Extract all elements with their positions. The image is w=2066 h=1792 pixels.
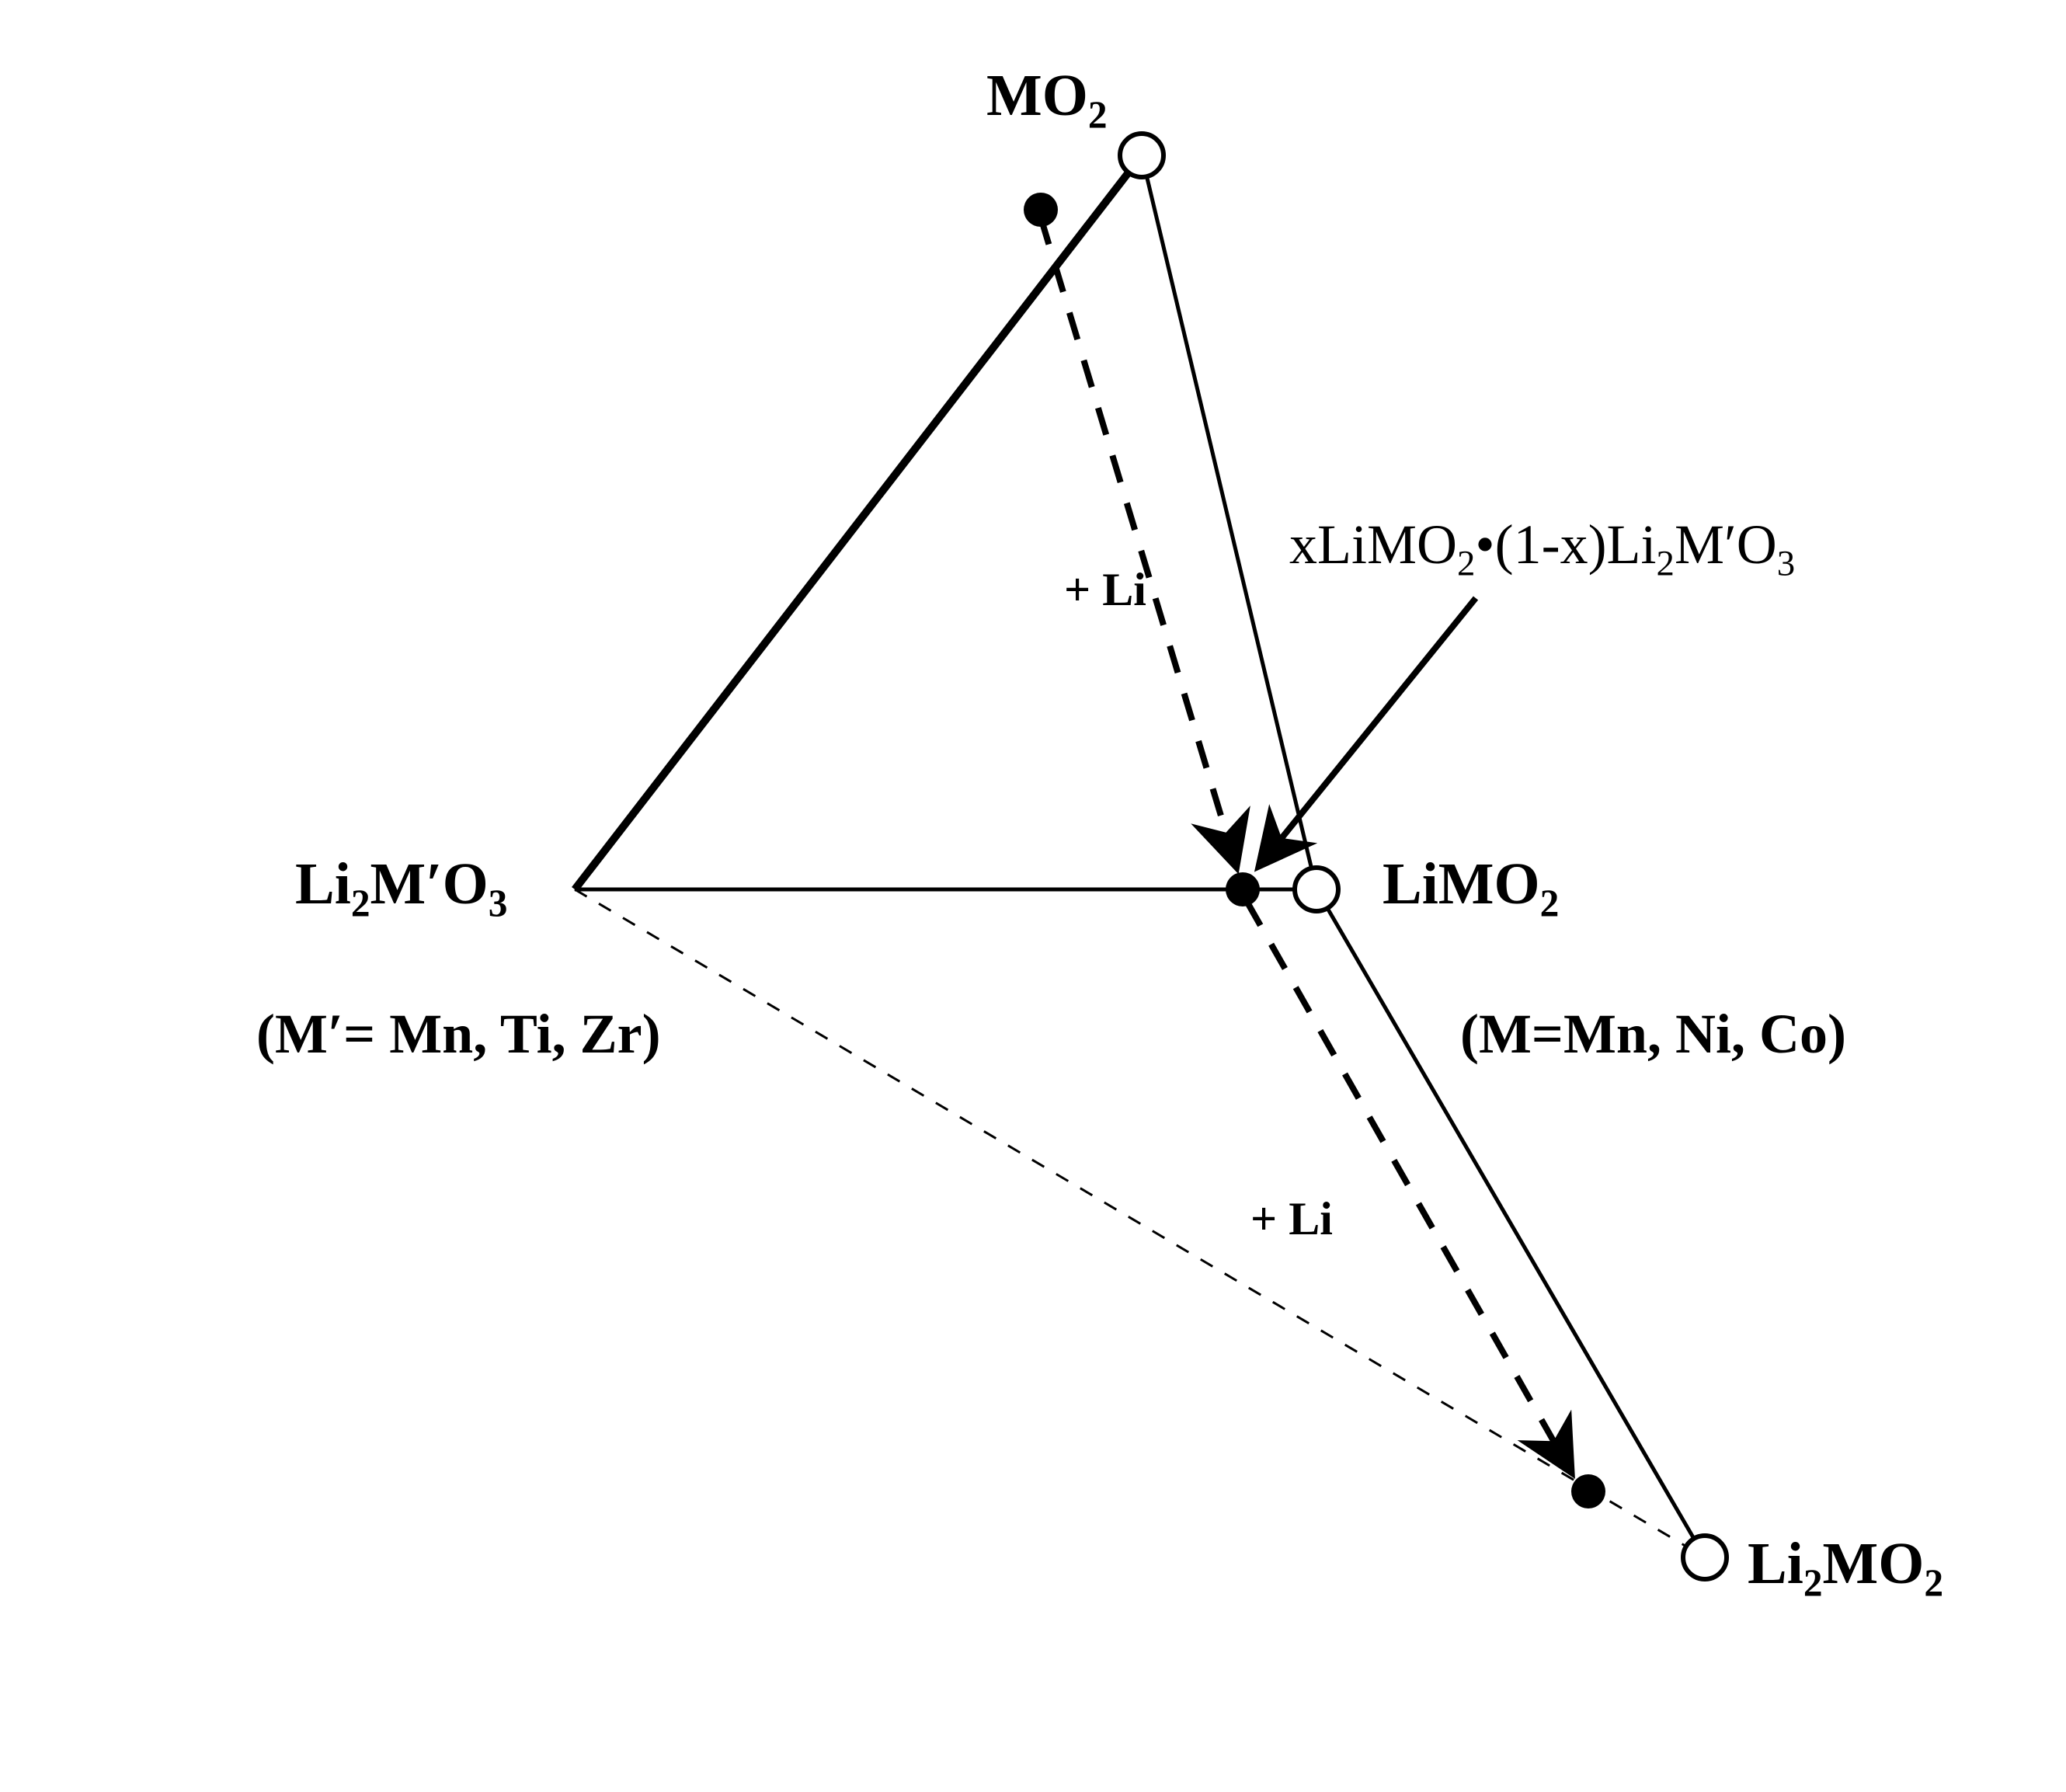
callout-arrow bbox=[1262, 598, 1476, 862]
vertex-label-bottom: Li2MO2 bbox=[1748, 1530, 1943, 1605]
vertex-label-right: LiMO2 bbox=[1383, 851, 1559, 925]
vertex-label-left: Li2M′O3 bbox=[295, 851, 507, 925]
vertex-label-top: MO2 bbox=[986, 62, 1108, 137]
filled-point bbox=[1226, 872, 1260, 906]
edge bbox=[1316, 889, 1705, 1557]
callout-text: xLiMO2•(1-x)Li2M′O3 bbox=[1289, 513, 1795, 584]
dashed-arrow bbox=[1247, 901, 1569, 1468]
note-right: (M=Mn, Ni, Co) bbox=[1460, 1002, 1846, 1067]
vertex-marker bbox=[1295, 868, 1338, 911]
dashed-arrow bbox=[1041, 217, 1235, 862]
filled-point bbox=[1571, 1474, 1605, 1508]
filled-point bbox=[1024, 193, 1058, 227]
inline-label-2: + Li bbox=[1250, 1192, 1333, 1246]
edge bbox=[575, 889, 1705, 1557]
inline-label-1: + Li bbox=[1064, 563, 1146, 617]
callout-arrow-line bbox=[1262, 598, 1476, 862]
note-left: (M′= Mn, Ti, Zr) bbox=[256, 1002, 661, 1067]
vertex-marker bbox=[1120, 134, 1163, 177]
vertex-marker bbox=[1683, 1536, 1727, 1579]
